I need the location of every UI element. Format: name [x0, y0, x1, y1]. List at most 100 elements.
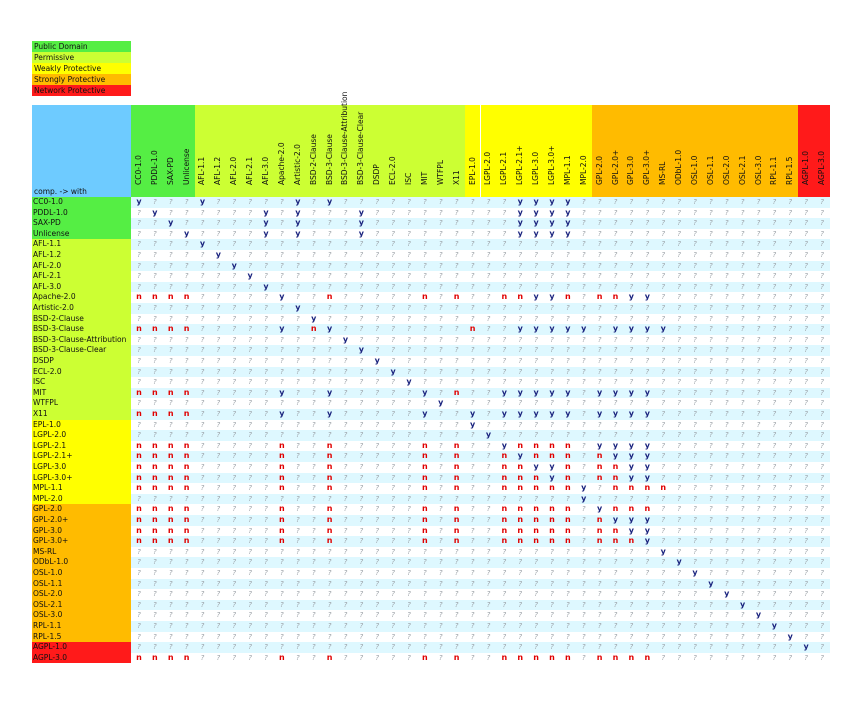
matrix-cell: ?: [391, 484, 395, 493]
matrix-cell: ?: [280, 357, 284, 365]
matrix-cell: ?: [772, 441, 777, 450]
matrix-cell: ?: [359, 547, 364, 556]
matrix-cell: ?: [661, 388, 666, 397]
matrix-cell: ?: [200, 653, 205, 662]
matrix-cell: ?: [756, 304, 761, 312]
matrix-cell: y: [644, 292, 650, 302]
matrix-cell: y: [628, 451, 635, 461]
matrix-cell: ?: [772, 463, 777, 471]
matrix-cell: ?: [724, 304, 729, 312]
matrix-cell: ?: [375, 431, 380, 440]
matrix-cell: ?: [391, 357, 395, 365]
matrix-cell: n: [136, 451, 142, 461]
matrix-cell: ?: [566, 579, 570, 588]
matrix-cell: ?: [645, 314, 650, 323]
matrix-cell: ?: [581, 420, 586, 429]
matrix-cell: ?: [168, 240, 173, 249]
column-header: OSL-1.1: [702, 105, 719, 197]
column-label: ECL-2.0: [388, 156, 398, 185]
matrix-cell: ?: [534, 240, 538, 249]
matrix-cell: ?: [232, 643, 237, 652]
matrix-cell: ?: [264, 558, 268, 567]
matrix-cell: ?: [724, 622, 729, 630]
matrix-cell: ?: [407, 590, 411, 599]
matrix-cell: ?: [820, 547, 824, 556]
matrix-cell: ?: [423, 579, 427, 588]
column-label: BSD-2-Clause: [308, 134, 318, 185]
matrix-cell: ?: [423, 272, 427, 281]
row-label: AFL-2.0: [32, 260, 131, 272]
matrix-cell: ?: [407, 251, 411, 259]
matrix-cell: ?: [518, 632, 523, 641]
matrix-cell: ?: [566, 357, 570, 365]
matrix-cell: ?: [581, 632, 586, 641]
matrix-cell: ?: [423, 346, 427, 355]
matrix-cell: n: [151, 324, 158, 334]
matrix-cell: ?: [629, 272, 634, 281]
matrix-cell: ?: [581, 314, 586, 323]
matrix-cell: ?: [550, 367, 554, 376]
matrix-cell: ?: [438, 261, 443, 270]
matrix-cell: ?: [423, 611, 427, 620]
matrix-cell: ?: [454, 643, 459, 652]
matrix-cell: y: [565, 218, 571, 228]
matrix-cell: ?: [740, 304, 745, 312]
matrix-cell: ?: [216, 208, 221, 217]
matrix-cell: ?: [550, 357, 554, 365]
matrix-cell: ?: [423, 219, 427, 228]
row-label: RPL-1.1: [32, 621, 131, 632]
matrix-cell: ?: [788, 463, 793, 471]
matrix-cell: ?: [645, 494, 650, 503]
matrix-cell: n: [151, 409, 158, 418]
matrix-cell: ?: [724, 505, 729, 514]
matrix-cell: ?: [756, 420, 761, 429]
matrix-cell: ?: [724, 240, 729, 249]
matrix-cell: ?: [232, 367, 237, 376]
matrix-cell: n: [533, 652, 539, 662]
matrix-cell: ?: [756, 484, 761, 493]
matrix-cell: ?: [502, 547, 507, 556]
matrix-cell: ?: [708, 516, 713, 524]
matrix-cell: ?: [343, 240, 348, 249]
matrix-cell: ?: [343, 590, 348, 599]
matrix-cell: ?: [216, 600, 221, 609]
matrix-cell: ?: [168, 558, 173, 567]
matrix-cell: ?: [216, 198, 221, 206]
matrix-cell: ?: [502, 261, 507, 270]
matrix-cell: ?: [486, 388, 491, 397]
matrix-cell: ?: [486, 325, 491, 334]
row-label: GPL-2.0: [32, 504, 131, 515]
matrix-cell: ?: [423, 431, 427, 440]
matrix-cell: ?: [327, 590, 332, 599]
matrix-cell: y: [469, 419, 476, 429]
corner-label: comp. -> with: [34, 187, 87, 196]
matrix-cell: ?: [740, 537, 745, 546]
matrix-cell: n: [136, 652, 142, 662]
matrix-cell: ?: [423, 420, 427, 429]
matrix-cell: ?: [677, 441, 681, 450]
matrix-cell: ?: [216, 378, 221, 387]
matrix-cell: ?: [788, 314, 793, 323]
matrix-cell: ?: [661, 558, 666, 567]
matrix-cell: ?: [645, 304, 650, 312]
matrix-cell: ?: [724, 653, 729, 662]
matrix-cell: y: [406, 377, 412, 387]
matrix-cell: ?: [708, 378, 713, 387]
matrix-cell: ?: [534, 569, 538, 577]
matrix-cell: ?: [502, 579, 507, 588]
matrix-cell: ?: [232, 516, 237, 524]
matrix-cell: ?: [407, 410, 411, 418]
matrix-cell: ?: [359, 431, 364, 440]
column-label: GPL-2.0: [594, 155, 604, 185]
matrix-cell: ?: [597, 357, 602, 365]
matrix-cell: n: [183, 536, 190, 546]
matrix-cell: y: [215, 250, 221, 259]
matrix-row: ODbL-1.0????????????????????????????????…: [32, 557, 830, 568]
matrix-cell: n: [151, 515, 158, 524]
matrix-cell: ?: [343, 452, 348, 461]
matrix-cell: ?: [581, 537, 586, 546]
matrix-cell: ?: [200, 622, 205, 630]
matrix-cell: ?: [438, 346, 443, 355]
matrix-cell: ?: [152, 219, 157, 228]
matrix-cell: ?: [391, 590, 395, 599]
